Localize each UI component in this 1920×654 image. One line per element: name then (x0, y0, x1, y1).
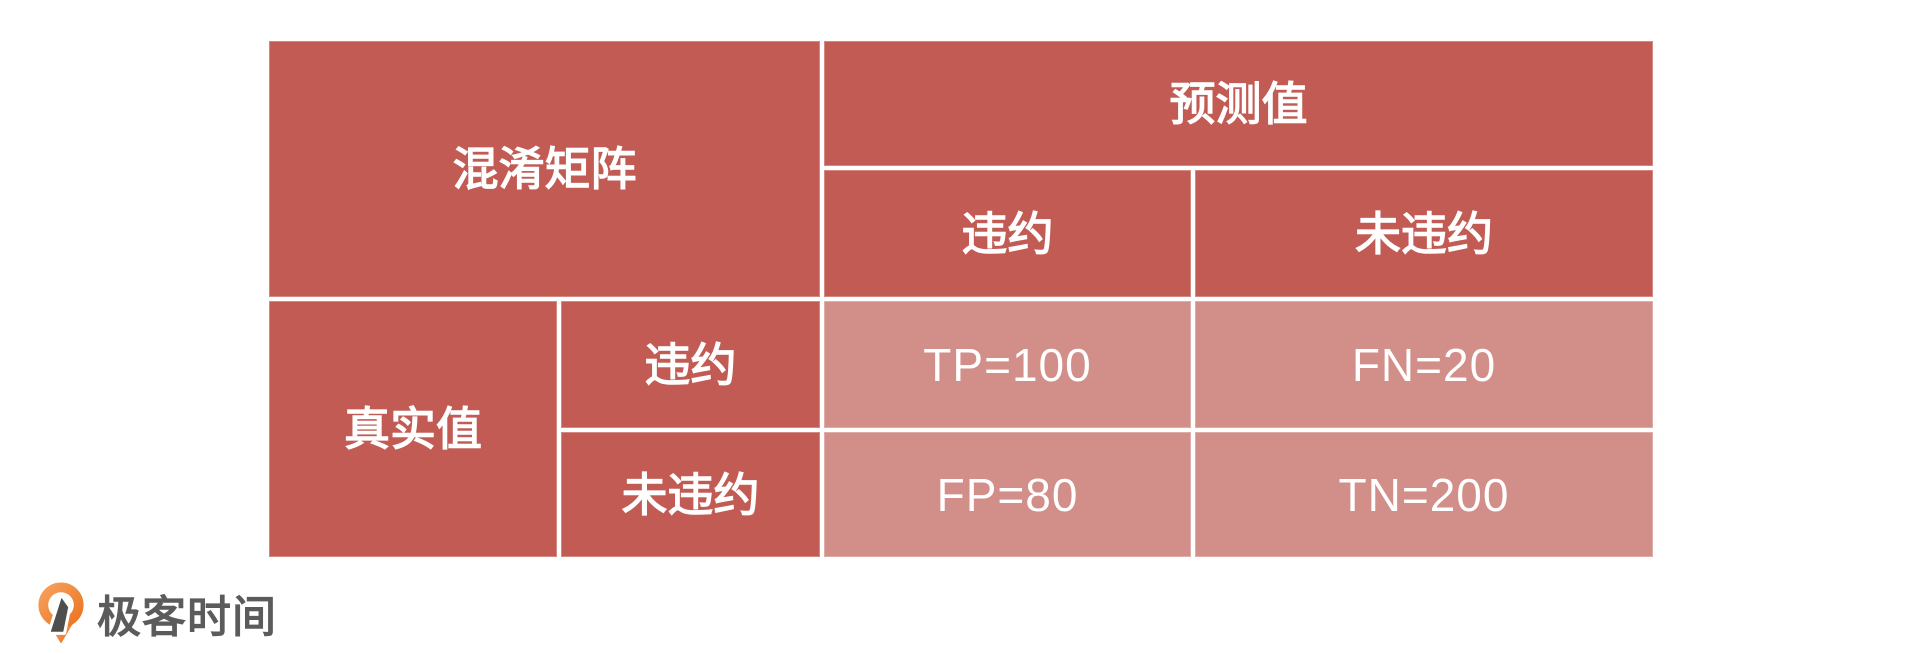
predicted-col-nondefault: 未违约 (1195, 170, 1653, 297)
cell-true-positive: TP=100 (824, 301, 1191, 428)
cell-true-negative: TN=200 (1195, 432, 1653, 557)
brand-name: 极客时间 (97, 593, 277, 642)
actual-group-header: 真实值 (269, 301, 557, 557)
actual-row-nondefault: 未违约 (561, 432, 820, 557)
actual-row-default: 违约 (561, 301, 820, 428)
geektime-pin-icon (38, 582, 84, 643)
confusion-matrix-table: 混淆矩阵 预测值 违约 未违约 真实值 违约 未违约 TP=100 FN=20 … (269, 41, 1653, 557)
cell-false-positive: FP=80 (824, 432, 1191, 557)
predicted-group-header: 预测值 (824, 41, 1653, 166)
cell-false-negative: FN=20 (1195, 301, 1653, 428)
corner-title-cell: 混淆矩阵 (269, 41, 820, 297)
brand-footer: 极客时间 (38, 582, 277, 644)
predicted-col-default: 违约 (824, 170, 1191, 297)
